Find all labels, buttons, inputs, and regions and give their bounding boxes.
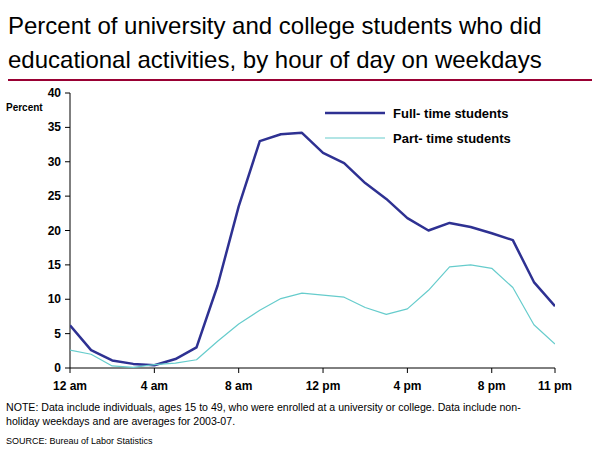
plot-area	[70, 133, 555, 367]
y-tick-label: 15	[48, 258, 62, 272]
x-tick-label: 11 pm	[538, 379, 572, 393]
title: educational activities, by hour of day o…	[8, 46, 542, 73]
legend-swatch	[325, 112, 385, 115]
x-tick	[323, 368, 324, 373]
y-tick	[65, 161, 70, 162]
x-axis	[70, 368, 555, 369]
x-tick	[154, 368, 155, 373]
y-tick	[65, 299, 70, 300]
chart: Percent of university and college studen…	[0, 0, 600, 450]
y-tick	[65, 264, 70, 265]
x-tick-label: 12 am	[53, 379, 87, 393]
series-line	[70, 265, 555, 367]
source: SOURCE: Bureau of Labor Statistics	[6, 436, 153, 446]
x-tick-label: 12 pm	[306, 379, 341, 393]
note: NOTE: Data include individuals, ages 15 …	[6, 401, 521, 413]
series-line	[70, 133, 555, 365]
x-tick-label: 8 pm	[478, 379, 506, 393]
x-tick	[70, 368, 71, 373]
y-tick-label: 25	[48, 189, 62, 203]
y-tick-label: 10	[48, 292, 62, 306]
x-tick	[238, 368, 239, 373]
y-tick-label: 20	[48, 224, 62, 238]
x-tick	[555, 368, 556, 373]
title: Percent of university and college studen…	[8, 12, 542, 39]
y-tick-label: 5	[54, 327, 61, 341]
y-tick	[65, 368, 70, 369]
y-tick	[65, 127, 70, 128]
y-tick	[65, 93, 70, 94]
x-tick-label: 8 am	[225, 379, 252, 393]
y-tick-label: 0	[54, 361, 61, 375]
note: holiday weekdays and are averages for 20…	[6, 415, 235, 427]
y-tick	[65, 196, 70, 197]
y-tick-label: 30	[48, 155, 62, 169]
x-tick	[491, 368, 492, 373]
x-tick	[407, 368, 408, 373]
x-tick-label: 4 pm	[393, 379, 421, 393]
title-rule	[8, 79, 592, 81]
y-tick-label: 40	[48, 86, 62, 100]
x-tick-label: 4 am	[141, 379, 168, 393]
legend-label: Part- time students	[393, 131, 511, 146]
legend-swatch	[325, 137, 385, 138]
y-axis-label: Percent	[6, 102, 43, 113]
legend-label: Full- time students	[393, 106, 509, 121]
y-tick	[65, 230, 70, 231]
y-tick-label: 35	[48, 120, 62, 134]
y-tick	[65, 333, 70, 334]
